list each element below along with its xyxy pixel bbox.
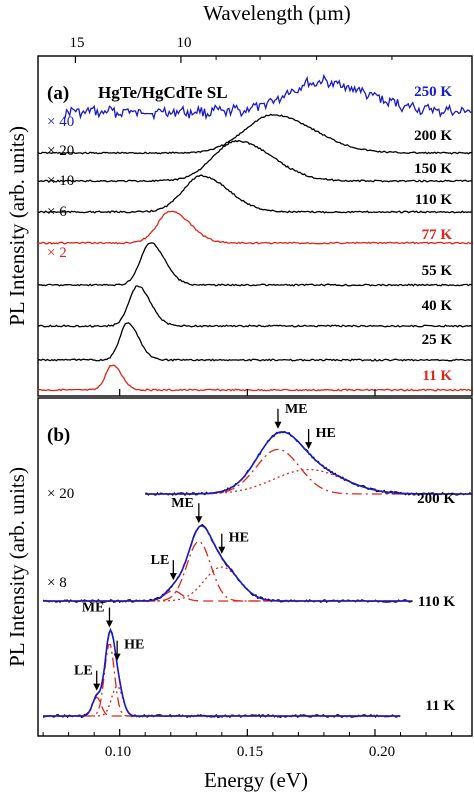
series-multiplier-150k: × 10 (47, 173, 74, 189)
series-label-110k: 110 K (415, 192, 452, 208)
panel-a-label: (a) (47, 83, 69, 104)
panel-a-frame (37, 55, 473, 397)
series-label-77k: 77 K (422, 227, 453, 243)
panel-a-title: HgTe/HgCdTe SL (98, 83, 228, 102)
series-multiplier-110k: × 6 (47, 204, 67, 220)
arrow-head-he (113, 653, 121, 661)
series-line-200k (37, 113, 472, 155)
arrow-head-he (218, 546, 226, 554)
arrow-head-he (305, 442, 313, 450)
series-line-110k (37, 174, 472, 214)
spectrum-temperature-110k: 110 K (418, 594, 455, 610)
component-label-he: HE (316, 426, 336, 441)
x-axis-title: Energy (eV) (204, 768, 308, 792)
arrow-head-le (169, 573, 177, 581)
panel-a-curves (37, 73, 472, 392)
panel-b-labels: 200 K × 20 ME HE 110 K × 8 LE ME HE 11 K LE ME HE (47, 402, 455, 714)
component-me-11k (43, 643, 401, 717)
panel-b-y-axis-title: PL Intensity (arb. units) (5, 467, 29, 667)
series-label-250k: 250 K (414, 84, 452, 100)
component-label-me: ME (285, 402, 308, 417)
arrow-head-me (105, 620, 113, 628)
x-tick-label-2: 0.20 (369, 744, 395, 760)
spectrum-multiplier-200k: × 20 (47, 486, 74, 502)
component-label-he: HE (229, 531, 249, 546)
spectrum-multiplier-110k: × 8 (47, 575, 67, 591)
series-multiplier-200k: × 20 (47, 143, 74, 159)
arrow-head-me (274, 421, 282, 429)
component-label-me: ME (171, 496, 194, 511)
component-label-he: HE (124, 638, 144, 653)
top-tick-label-1: 10 (177, 35, 192, 51)
top-axis-title: Wavelength (µm) (203, 1, 350, 25)
fit-curve-200k (145, 431, 472, 495)
arrow-head-le (93, 683, 101, 691)
series-label-11k: 11 K (422, 368, 452, 384)
arrow-head-me (195, 516, 203, 524)
spectrum-temperature-11k: 11 K (425, 698, 455, 714)
component-me-200k (145, 448, 472, 495)
series-label-55k: 55 K (422, 263, 453, 279)
series-line-40k (37, 285, 472, 328)
top-tick-label-0: 15 (70, 35, 85, 51)
series-line-25k (37, 322, 472, 362)
axis-ticks (42, 56, 453, 736)
x-tick-label-0: 0.10 (105, 744, 131, 760)
series-line-150k (37, 139, 472, 183)
series-label-200k: 200 K (414, 128, 452, 144)
spectrum-temperature-200k: 200 K (417, 491, 455, 507)
panel-b-frame (37, 397, 473, 737)
fit-curve-11k (43, 628, 400, 717)
series-multiplier-250k: × 40 (47, 114, 74, 130)
series-line-250k (63, 73, 472, 121)
series-line-77k (37, 210, 472, 245)
fit-curve-110k (43, 525, 413, 602)
series-label-150k: 150 K (414, 161, 452, 177)
component-he-110k (43, 566, 413, 602)
panel-a-labels: 250 K × 40 200 K × 20 150 K × 10 110 K × 6 77 K ×… (47, 84, 452, 384)
series-line-55k (37, 242, 472, 287)
panel-b-curves (42, 430, 472, 719)
series-line-11k (37, 364, 472, 392)
component-label-me: ME (82, 601, 105, 616)
series-multiplier-77k: × 2 (47, 245, 67, 261)
panel-a-y-axis-title: PL Intensity (arb. units) (5, 126, 29, 326)
panel-b-label: (b) (47, 425, 70, 446)
component-label-le: LE (74, 664, 93, 679)
component-me-110k (43, 540, 413, 602)
series-label-25k: 25 K (422, 332, 453, 348)
component-label-le: LE (151, 553, 170, 568)
measured-spectrum-110k (42, 523, 413, 604)
series-label-40k: 40 K (422, 298, 453, 314)
x-tick-label-1: 0.15 (237, 744, 263, 760)
